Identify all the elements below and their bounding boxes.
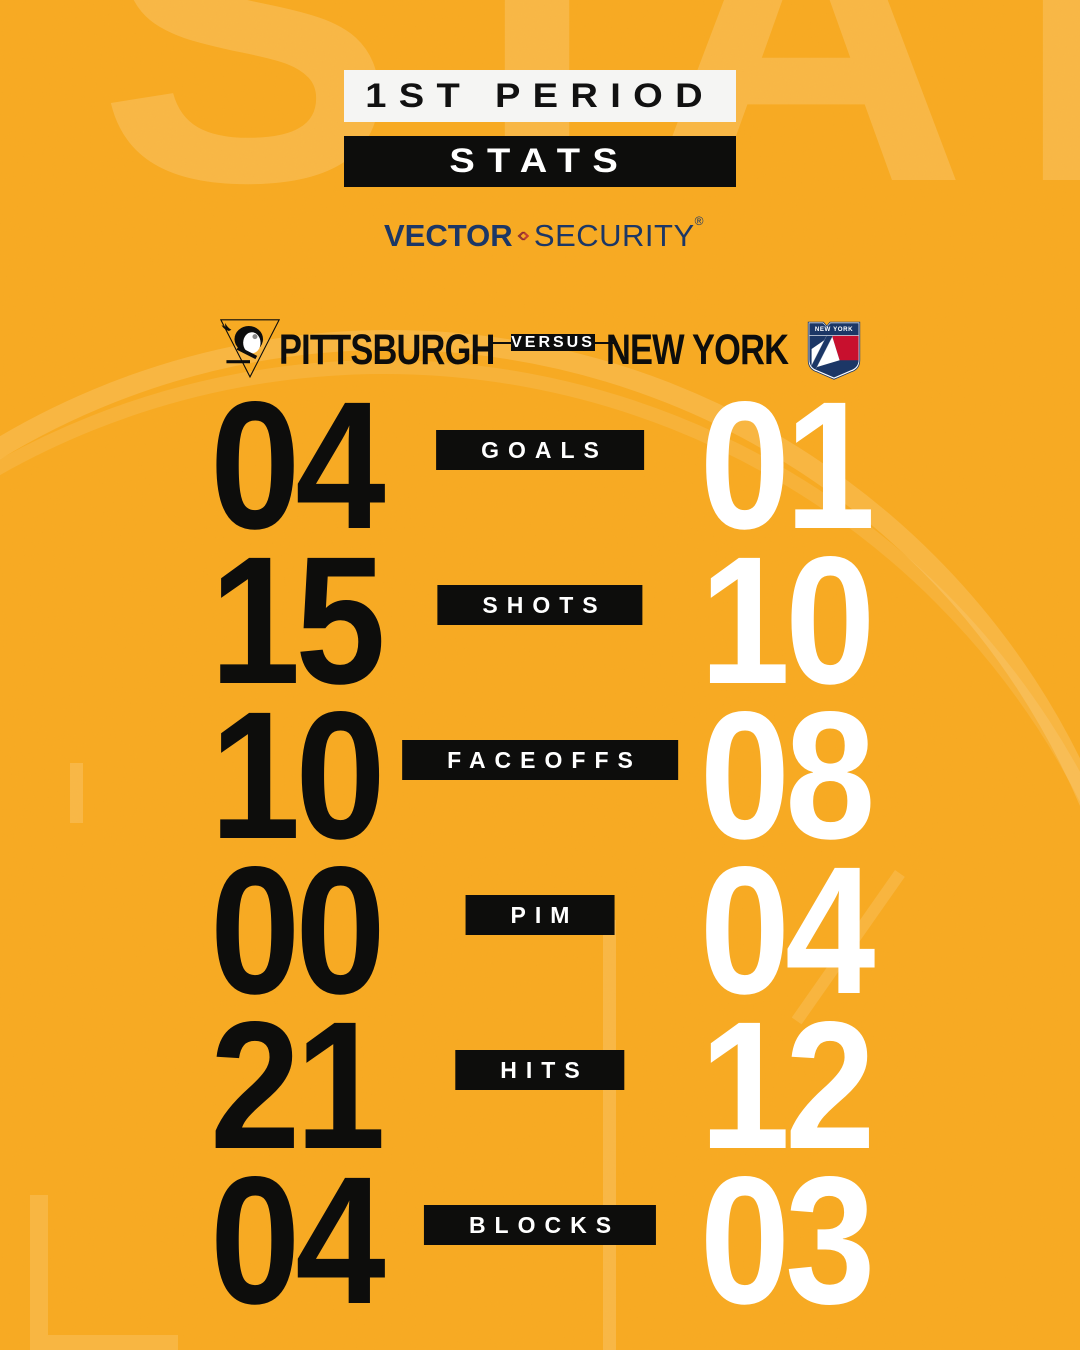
svg-text:NEW YORK: NEW YORK: [815, 326, 853, 333]
